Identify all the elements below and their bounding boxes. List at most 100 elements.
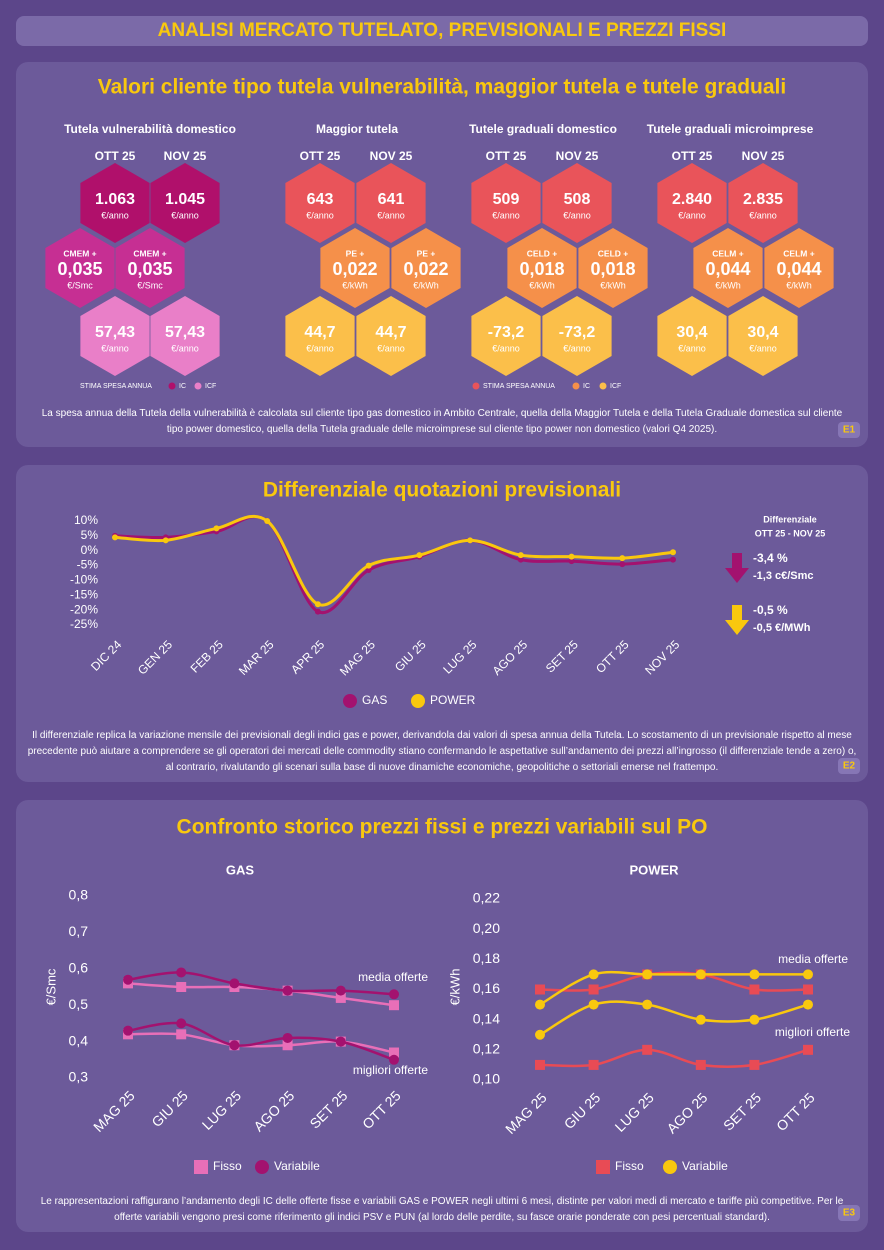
- hex-unit: €/anno: [563, 343, 591, 353]
- hexagon: [80, 163, 150, 243]
- point: [535, 1059, 545, 1070]
- note: La spesa annua della Tutela della vulner…: [41, 408, 843, 435]
- hex-prefix: CELM +: [783, 248, 814, 258]
- hex-unit: €/kWh: [342, 280, 368, 290]
- hexagon: [150, 163, 220, 243]
- hex-unit: €/anno: [678, 210, 706, 220]
- hex-value: 0,044: [776, 259, 821, 279]
- hex-unit: €/anno: [492, 343, 520, 353]
- point: [365, 567, 372, 574]
- legend-label: IC: [179, 383, 186, 390]
- point: [588, 969, 599, 980]
- hexagon: [578, 228, 648, 308]
- chart-title: GAS: [226, 862, 255, 877]
- y-tick-label: 0,3: [69, 1069, 89, 1085]
- legend-label: IC: [583, 383, 590, 390]
- point: [112, 534, 118, 541]
- badge: E3: [843, 1208, 856, 1219]
- hex-prefix: CELD +: [527, 248, 558, 258]
- point: [749, 1014, 760, 1025]
- point: [229, 978, 240, 989]
- point: [282, 985, 293, 996]
- point: [264, 518, 271, 524]
- point: [389, 1047, 399, 1058]
- hexagon: [657, 163, 727, 243]
- point: [176, 967, 187, 978]
- hexagon: [728, 163, 798, 243]
- legend-marker: [663, 1160, 677, 1174]
- hex-unit: €/anno: [678, 343, 706, 353]
- hex-unit: €/anno: [749, 343, 777, 353]
- hexagon: [356, 296, 426, 376]
- point: [568, 558, 575, 565]
- point: [642, 1044, 653, 1055]
- hex-value: 641: [378, 191, 405, 208]
- group-title: Tutele graduali domestico: [469, 122, 617, 136]
- hex-unit: €/anno: [563, 210, 591, 220]
- point: [695, 1059, 706, 1070]
- y-tick-label: 0,20: [473, 920, 500, 936]
- point: [123, 974, 133, 985]
- hexagon: [150, 296, 220, 376]
- point: [282, 1032, 293, 1043]
- note: Il differenziale replica la variazione m…: [27, 730, 857, 773]
- panel: [16, 465, 868, 782]
- badge-bg: [838, 758, 860, 774]
- legend-label: GAS: [362, 693, 387, 707]
- side-percent: -3,4 %: [753, 551, 788, 565]
- y-tick-label: -10%: [70, 573, 98, 587]
- hex-value: 30,4: [676, 324, 707, 341]
- hex-unit: €/kWh: [715, 280, 741, 290]
- point: [335, 985, 346, 996]
- point: [535, 1029, 545, 1040]
- y-tick-label: 0%: [81, 543, 99, 557]
- hex-unit: €/anno: [101, 210, 129, 220]
- y-tick-label: 5%: [81, 528, 99, 542]
- y-tick-label: 0,16: [473, 980, 500, 996]
- point: [803, 984, 813, 995]
- legend-dot: [168, 382, 176, 390]
- annotation: migliori offerte: [353, 1063, 428, 1077]
- point: [176, 1029, 187, 1040]
- hexagon: [507, 228, 577, 308]
- side-percent: -0,5 %: [753, 603, 788, 617]
- hex-unit: €/kWh: [529, 280, 555, 290]
- point: [535, 984, 545, 995]
- hex-value: 57,43: [95, 324, 135, 341]
- hexagon: [285, 296, 355, 376]
- hex-value: 44,7: [304, 324, 335, 341]
- side-detail: -1,3 c€/Smc: [753, 570, 814, 582]
- y-tick-label: 0,12: [473, 1041, 500, 1057]
- hexagon: [693, 228, 763, 308]
- y-tick-label: 0,14: [473, 1010, 500, 1026]
- header-bar: [16, 16, 868, 46]
- point: [803, 969, 813, 980]
- hex-unit: €/Smc: [67, 280, 93, 290]
- chart-title: POWER: [629, 862, 679, 877]
- side-detail: -0,5 €/MWh: [753, 622, 811, 634]
- legend-label: Variabile: [274, 1159, 320, 1173]
- legend-marker: [343, 694, 357, 708]
- point: [803, 1044, 813, 1055]
- column-header: NOV 25: [164, 149, 207, 163]
- point: [213, 525, 220, 532]
- legend-dot: [599, 382, 607, 390]
- point: [588, 999, 599, 1010]
- point: [568, 553, 575, 560]
- page-title: ANALISI MERCATO TUTELATO, PREVISIONALI E…: [158, 20, 727, 41]
- y-tick-label: 0,22: [473, 890, 500, 906]
- side-title: Differenziale: [763, 514, 817, 524]
- column-header: NOV 25: [556, 149, 599, 163]
- hexagon: [542, 163, 612, 243]
- y-tick-label: -25%: [70, 617, 98, 631]
- legend-marker: [411, 694, 425, 708]
- hexagon: [356, 163, 426, 243]
- hex-unit: €/kWh: [600, 280, 626, 290]
- point: [588, 984, 599, 995]
- hex-value: 509: [493, 191, 520, 208]
- hex-prefix: CMEM +: [63, 248, 96, 258]
- hex-unit: €/kWh: [786, 280, 812, 290]
- y-axis-label: €/Smc: [43, 968, 58, 1005]
- point: [619, 555, 626, 562]
- hex-value: 0,022: [332, 259, 377, 279]
